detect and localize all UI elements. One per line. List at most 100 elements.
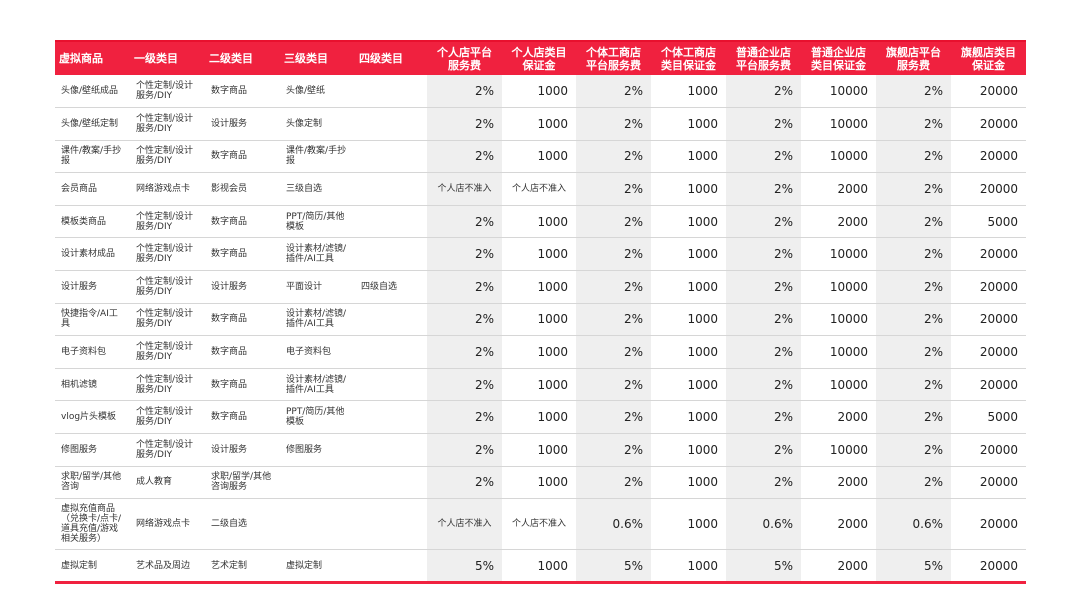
- table-cell: 20000: [951, 237, 1026, 272]
- table-cell: 2%: [726, 75, 801, 109]
- table-cell: 2%: [726, 172, 801, 206]
- table-cell: 1000: [651, 205, 726, 239]
- table-cell: 2%: [876, 107, 951, 141]
- table-cell: 会员商品: [55, 172, 130, 206]
- table-cell: 个人店不准入: [502, 172, 576, 206]
- table-cell: 2%: [876, 172, 951, 206]
- table-cell: PPT/简历/其他模板: [280, 205, 355, 239]
- table-cell: 个性定制/设计服务/DIY: [130, 107, 205, 141]
- table-cell: 20000: [951, 368, 1026, 402]
- table-row: vlog片头模板 个性定制/设计服务/DIY 数字商品 PPT/简历/其他模板 2% 10…: [55, 400, 1026, 435]
- table-cell: [355, 335, 427, 369]
- table-cell: 二级自选: [205, 498, 280, 551]
- table-cell: 1000: [502, 466, 576, 500]
- table-cell: 虚拟充值商品（兑换卡/点卡/道具充值/游戏相关服务）: [55, 498, 130, 551]
- table-cell: 2000: [801, 205, 876, 239]
- table-cell: 2%: [427, 400, 502, 435]
- table-cell: 1000: [502, 335, 576, 369]
- table-row: 头像/壁纸定制 个性定制/设计服务/DIY 设计服务 头像定制 2% 1000 2% 1000…: [55, 107, 1026, 141]
- table-row: 模板类商品 个性定制/设计服务/DIY 数字商品 PPT/简历/其他模板 2% 1000 2…: [55, 205, 1026, 239]
- table-cell: 1000: [502, 303, 576, 337]
- table-cell: 数字商品: [205, 368, 280, 402]
- table-cell: 1000: [651, 172, 726, 206]
- table-cell: 2%: [726, 107, 801, 141]
- table-body: 头像/壁纸成品 个性定制/设计服务/DIY 数字商品 头像/壁纸 2% 1000 2% 100…: [55, 75, 1026, 584]
- table-cell: 1000: [502, 205, 576, 239]
- table-cell: 2%: [576, 335, 651, 369]
- table-cell: 0.6%: [876, 498, 951, 551]
- table-cell: 1000: [651, 368, 726, 402]
- table-cell: 个性定制/设计服务/DIY: [130, 368, 205, 402]
- table-cell: 2%: [876, 368, 951, 402]
- table-cell: 平面设计: [280, 270, 355, 304]
- table-cell: 1000: [502, 237, 576, 272]
- table-cell: 2%: [427, 205, 502, 239]
- table-cell: 个人店不准入: [427, 172, 502, 206]
- table-cell: [355, 107, 427, 141]
- table-cell: 数字商品: [205, 205, 280, 239]
- table-cell: 2%: [876, 466, 951, 500]
- table-cell: 1000: [651, 270, 726, 304]
- column-header: 一级类目: [130, 40, 205, 75]
- table-row: 相机滤镜 个性定制/设计服务/DIY 数字商品 设计素材/滤镜/插件/AI工具 2% 10…: [55, 368, 1026, 402]
- table-cell: 设计服务: [55, 270, 130, 304]
- table-cell: [355, 549, 427, 584]
- table-cell: 三级自选: [280, 172, 355, 206]
- column-header: 个人店类目 保证金: [502, 40, 576, 75]
- column-header: 二级类目: [205, 40, 280, 75]
- table-cell: 课件/教案/手抄报: [280, 140, 355, 174]
- table-cell: 2%: [726, 433, 801, 467]
- table-cell: 修图服务: [55, 433, 130, 467]
- table-cell: 影视会员: [205, 172, 280, 206]
- column-header: 旗舰店平台 服务费: [876, 40, 951, 75]
- table-row: 电子资料包 个性定制/设计服务/DIY 数字商品 电子资料包 2% 1000 2% 1000 2…: [55, 335, 1026, 369]
- table-cell: [355, 498, 427, 551]
- table-cell: [355, 466, 427, 500]
- table-cell: 2%: [427, 270, 502, 304]
- table-row: 课件/教案/手抄报 个性定制/设计服务/DIY 数字商品 课件/教案/手抄报 2% 100…: [55, 140, 1026, 174]
- table-row: 设计素材成品 个性定制/设计服务/DIY 数字商品 设计素材/滤镜/插件/AI工具 2%…: [55, 237, 1026, 272]
- table-cell: [355, 205, 427, 239]
- fee-table: 虚拟商品 一级类目 二级类目 三级类目 四级类目 个人店平台 服务费 个人店类目 保证金 个体工商…: [55, 40, 1026, 584]
- table-cell: 20000: [951, 498, 1026, 551]
- table-cell: 2%: [576, 172, 651, 206]
- table-cell: 2%: [876, 400, 951, 435]
- table-cell: 设计素材成品: [55, 237, 130, 272]
- table-cell: 个性定制/设计服务/DIY: [130, 237, 205, 272]
- table-header: 虚拟商品 一级类目 二级类目 三级类目 四级类目 个人店平台 服务费 个人店类目 保证金 个体工商…: [55, 40, 1026, 75]
- table-cell: 个性定制/设计服务/DIY: [130, 433, 205, 467]
- table-cell: 2%: [726, 335, 801, 369]
- table-cell: 2%: [876, 433, 951, 467]
- table-cell: 2%: [576, 107, 651, 141]
- table-cell: 10000: [801, 303, 876, 337]
- table-cell: 数字商品: [205, 303, 280, 337]
- column-header: 个体工商店 平台服务费: [576, 40, 651, 75]
- table-cell: 设计素材/滤镜/插件/AI工具: [280, 237, 355, 272]
- table-cell: [355, 303, 427, 337]
- table-cell: 2%: [427, 466, 502, 500]
- table-cell: 成人教育: [130, 466, 205, 500]
- table-cell: 模板类商品: [55, 205, 130, 239]
- column-header: 虚拟商品: [55, 40, 130, 75]
- table-cell: 1000: [502, 140, 576, 174]
- table-cell: 10000: [801, 335, 876, 369]
- table-row: 求职/留学/其他咨询 成人教育 求职/留学/其他咨询服务 2% 1000 2% 1000 2%…: [55, 466, 1026, 500]
- table-cell: 网络游戏点卡: [130, 498, 205, 551]
- table-cell: 数字商品: [205, 75, 280, 109]
- table-cell: 20000: [951, 549, 1026, 584]
- table-cell: 2%: [576, 205, 651, 239]
- table-cell: 5%: [726, 549, 801, 584]
- table-cell: 2%: [876, 335, 951, 369]
- table-cell: 10000: [801, 433, 876, 467]
- table-cell: 10000: [801, 75, 876, 109]
- table-cell: 5%: [576, 549, 651, 584]
- table-cell: 艺术定制: [205, 549, 280, 584]
- table-cell: 20000: [951, 140, 1026, 174]
- table-cell: 2%: [576, 400, 651, 435]
- table-cell: 2%: [876, 303, 951, 337]
- table-cell: 5%: [876, 549, 951, 584]
- table-cell: 虚拟定制: [55, 549, 130, 584]
- table-cell: 2%: [427, 237, 502, 272]
- table-cell: 头像定制: [280, 107, 355, 141]
- table-cell: 20000: [951, 172, 1026, 206]
